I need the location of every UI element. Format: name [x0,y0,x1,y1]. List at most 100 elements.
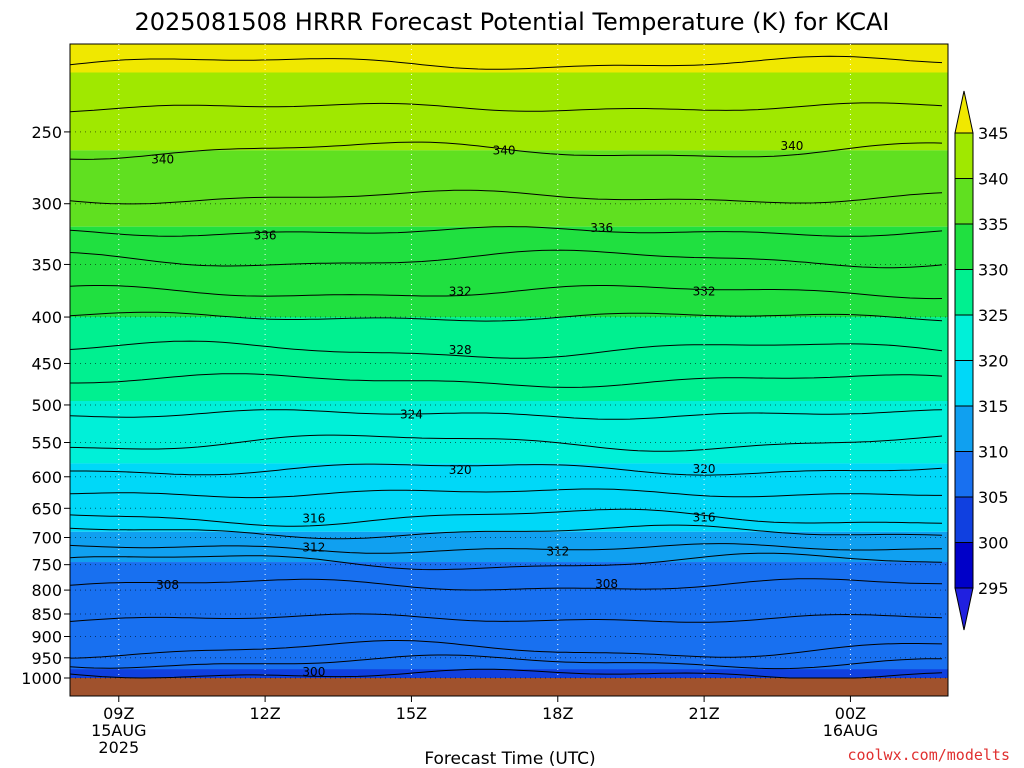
ground [70,678,948,696]
contour-label: 312 [546,544,569,558]
y-tick-label: 1000 [21,669,62,688]
contour-label: 316 [302,511,325,525]
contour-label: 336 [590,221,613,235]
y-tick-label: 950 [31,649,62,668]
y-tick-label: 500 [31,396,62,415]
credit-link[interactable]: coolwx.com/modelts [847,746,1010,764]
band-320 [70,400,948,464]
y-tick-label: 900 [31,627,62,646]
y-tick-label: 850 [31,605,62,624]
contour-304 [69,640,943,659]
y-tick-label: 350 [31,255,62,274]
y-tick-label: 550 [31,433,62,452]
x-tick-date: 16AUG [823,721,878,740]
contour-344 [69,55,943,70]
band-325 [70,317,948,401]
contour-342 [69,102,943,113]
colorbar-segment [954,405,974,452]
band-335 [70,150,948,227]
y-tick-label: 300 [31,195,62,214]
colorbar-segment [954,542,974,589]
colorbar-label: 335 [978,215,1009,234]
contour-308 [69,578,943,591]
y-tick-label: 750 [31,556,62,575]
band-300 [70,669,948,678]
contour-300 [69,668,943,679]
chart-title: 2025081508 HRRR Forecast Potential Tempe… [134,8,889,36]
contour-336 [69,226,943,237]
colorbar-segment [954,451,974,498]
colorbar-segment [954,132,974,179]
colorbar-label: 295 [978,579,1009,598]
contour-324 [69,409,943,420]
colorbar: 295 300 305 310 315 320 325 330 335 340 345 [954,90,1009,631]
contour-label: 332 [449,285,472,299]
y-axis: 250 300 350 400 450 500 550 600 650 700 750 800 850 9… [21,123,70,688]
colorbar-over [954,90,974,134]
contour-label: 340 [493,143,516,157]
contour-332 [69,285,943,300]
contour-338 [69,189,943,205]
x-tick-label: 18Z [542,704,573,723]
colorbar-label: 305 [978,488,1009,507]
y-tick-label: 450 [31,354,62,373]
colorbar-label: 345 [978,124,1009,143]
y-tick-label: 400 [31,308,62,327]
contour-label: 320 [449,463,472,477]
y-tick-label: 650 [31,499,62,518]
x-tick-label: 09Z [103,704,134,723]
colorbar-label: 315 [978,397,1009,416]
plot-frame [69,43,949,697]
colorbar-label: 330 [978,261,1009,280]
band-330 [70,226,948,318]
y-tick-label: 250 [31,123,62,142]
contour-314 [69,524,943,540]
band-310 [70,531,948,563]
grid-lines [70,44,948,679]
x-tick-label: 21Z [688,704,719,723]
colorbar-segment [954,223,974,270]
x-tick-date: 15AUG [91,721,146,740]
colorbar-segment [954,314,974,361]
contour-label: 320 [693,462,716,476]
contour-label: 308 [156,578,179,592]
colorbar-label: 340 [978,170,1009,189]
contour-label: 340 [780,139,803,153]
contour-326 [70,373,943,388]
colorbar-segment [954,360,974,407]
contour-316 [69,508,943,527]
contour-328 [69,340,943,359]
colorbar-segment [954,269,974,316]
contour-label: 340 [151,152,174,166]
contour-322 [69,434,943,452]
y-tick-label: 600 [31,468,62,487]
band-345 [70,44,948,73]
colorbar-segment [954,496,974,543]
x-tick-label: 00Z [835,704,866,723]
contour-label: 308 [595,577,618,591]
y-tick-label: 800 [31,581,62,600]
colorbar-label: 325 [978,306,1009,325]
contour-334 [69,249,943,269]
colorbar-label: 310 [978,443,1009,462]
colorbar-label: 320 [978,352,1009,371]
contour-label: 332 [693,285,716,299]
x-tick-label: 15Z [396,704,427,723]
band-305 [70,562,948,678]
contour-label: 328 [449,343,472,357]
band-340 [70,72,948,151]
colorbar-label: 300 [978,534,1009,553]
contour-340 [69,141,943,160]
contour-306 [69,613,943,623]
x-tick-label: 12Z [249,704,280,723]
colorbar-segment [954,178,974,225]
contour-label: 336 [254,228,277,242]
contour-label: 300 [302,665,325,679]
plot-area [69,43,949,697]
contour-label: 316 [693,510,716,524]
contour-330 [69,311,943,322]
contour-312 [69,543,942,554]
